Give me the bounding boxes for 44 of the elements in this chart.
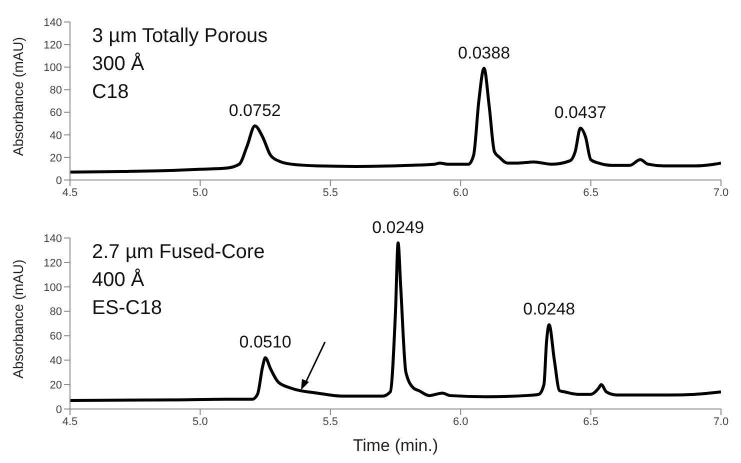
y-tick-label: 60	[50, 330, 62, 343]
x-tick-label: 6.5	[583, 186, 598, 199]
y-tick-label: 80	[50, 306, 62, 318]
annotation: 400 Å	[92, 268, 146, 293]
line-series	[70, 241, 721, 402]
annotation: 0.0437	[554, 103, 606, 122]
annotation: ES-C18	[92, 296, 164, 321]
y-tick-label: 120	[44, 39, 62, 52]
y-tick-label: 140	[44, 232, 62, 245]
annotation: 300 Å	[92, 52, 146, 77]
annotation: C18	[92, 81, 129, 103]
annotation: 0.0388	[458, 43, 510, 62]
x-tick-label: 4.5	[62, 416, 78, 428]
y-tick-label: 40	[50, 355, 62, 368]
x-tick-label: 6.0	[452, 416, 468, 428]
x-tick-label: 7.0	[713, 416, 729, 428]
annotation: 0.0248	[523, 300, 576, 319]
y-tick-label: 20	[50, 379, 62, 392]
x-tick-label: 5.0	[192, 416, 208, 428]
x-tick-label: 5.5	[322, 186, 338, 199]
annotation: 0.0510	[239, 332, 292, 352]
x-tick-label: 6.5	[583, 416, 598, 428]
annotation: 3 µm Totally Porous	[92, 24, 268, 49]
y-tick-label: 100	[44, 62, 62, 74]
y-tick-label: 80	[50, 84, 62, 97]
x-tick-label: 5.0	[192, 186, 208, 199]
x-tick-label: 5.5	[322, 416, 338, 428]
x-tick-label: 7.0	[713, 186, 729, 199]
y-axis-title: Absorbance (mAU)	[10, 259, 26, 378]
y-tick-label: 20	[50, 152, 62, 164]
y-tick-label: 100	[44, 282, 62, 294]
x-tick-label: 4.5	[62, 186, 78, 199]
annotation: 0.0249	[372, 218, 424, 237]
x-axis-title: Time (min.)	[352, 436, 438, 455]
y-tick-label: 140	[44, 16, 62, 29]
y-tick-label: 60	[50, 107, 62, 120]
y-tick-label: 0	[56, 174, 62, 187]
y-tick-label: 120	[44, 257, 62, 270]
y-tick-label: 40	[50, 130, 62, 142]
y-tick-label: 0	[56, 404, 62, 416]
y-axis-title: Absorbance (mAU)	[10, 36, 26, 156]
annotation: 2.7 µm Fused-Core	[92, 240, 265, 265]
annotation: 0.0752	[228, 100, 281, 120]
x-tick-label: 6.0	[452, 186, 468, 199]
